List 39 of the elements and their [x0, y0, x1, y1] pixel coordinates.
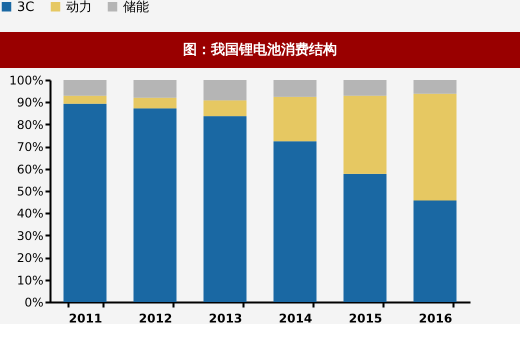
bar: [414, 200, 456, 302]
bar: [204, 80, 246, 100]
x-tick-label: 2012: [138, 312, 172, 326]
bar: [344, 174, 386, 302]
y-tick-label: 40%: [16, 206, 44, 221]
y-tick-label: 0%: [24, 296, 44, 310]
y-tick-label: 70%: [16, 140, 44, 154]
y-tick-label: 80%: [16, 118, 44, 132]
legend-label: 动力: [66, 0, 92, 15]
bar: [344, 96, 386, 174]
y-tick-label: 20%: [16, 251, 44, 266]
legend-label: 3C: [17, 0, 34, 15]
x-tick-label: 2015: [348, 312, 382, 326]
bar: [134, 108, 176, 302]
bar: [134, 80, 176, 98]
bar: [64, 104, 106, 302]
x-tick-label: 2013: [208, 312, 242, 326]
y-tick-label: 50%: [16, 184, 44, 198]
bar: [274, 80, 316, 97]
x-tick-label: 2014: [278, 312, 312, 326]
x-tick-label: 2011: [68, 312, 102, 326]
x-tick-label: 2016: [418, 312, 452, 326]
y-tick-label: 60%: [16, 162, 44, 176]
bar: [274, 141, 316, 302]
bar: [204, 116, 246, 302]
bar: [134, 98, 176, 108]
y-tick-label: 10%: [16, 273, 44, 288]
bar: [344, 80, 386, 96]
y-tick-label: 100%: [9, 74, 44, 88]
chart-title: 图：我国锂电池消费结构: [183, 42, 337, 58]
bar: [414, 94, 456, 201]
bar: [274, 96, 316, 142]
legend-label: 储能: [123, 0, 149, 15]
bar: [414, 80, 456, 94]
bar: [64, 80, 106, 96]
y-tick-label: 90%: [16, 96, 44, 110]
y-tick-label: 30%: [16, 228, 44, 243]
bar: [64, 96, 106, 104]
bar: [204, 100, 246, 116]
